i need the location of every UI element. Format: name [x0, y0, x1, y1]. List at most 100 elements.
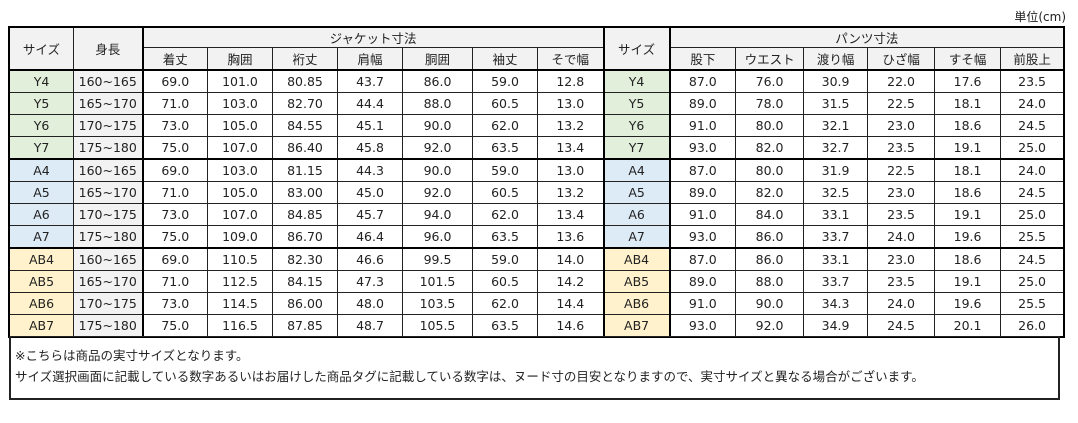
jacket-value-cell: 75.0 — [142, 225, 208, 249]
jacket-value-cell: 59.0 — [472, 247, 538, 271]
pants-value-cell: 24.0 — [1000, 92, 1065, 115]
jacket-value-cell: 92.0 — [402, 136, 473, 160]
pants-value-cell: 23.5 — [1000, 69, 1065, 93]
jacket-value-cell: 71.0 — [142, 92, 208, 115]
pants-size-cell: AB7 — [602, 314, 671, 337]
pants-value-cell: 82.0 — [735, 136, 805, 160]
header-pants-col: すそ幅 — [934, 47, 1002, 71]
pants-value-cell: 86.0 — [735, 247, 805, 271]
pants-size-cell: AB5 — [602, 270, 671, 293]
header-jacket-col: 胴囲 — [402, 47, 473, 71]
table-row: A4 160~165 69.0 103.0 81.15 44.3 90.0 59.0 13.0 A… — [9, 158, 1065, 182]
pants-size-cell: Y7 — [602, 136, 671, 160]
pants-value-cell: 24.5 — [1000, 181, 1065, 204]
pants-value-cell: 23.5 — [867, 270, 936, 293]
jacket-value-cell: 71.0 — [142, 181, 208, 204]
jacket-value-cell: 14.6 — [536, 314, 605, 337]
unit-label: 単位(cm) — [1014, 10, 1066, 24]
header-pants-col: ウエスト — [735, 47, 805, 71]
jacket-value-cell: 63.5 — [472, 225, 538, 249]
pants-value-cell: 91.0 — [669, 203, 737, 226]
pants-value-cell: 26.0 — [1000, 314, 1065, 337]
pants-value-cell: 89.0 — [669, 270, 737, 293]
notes-box: ※こちらは商品の実寸サイズとなります。 サイズ選択画面に記載している数字あるいは… — [9, 336, 1060, 400]
jacket-value-cell: 86.70 — [272, 225, 338, 249]
pants-value-cell: 22.0 — [867, 69, 936, 93]
pants-value-cell: 24.0 — [1000, 158, 1065, 182]
header-height: 身長 — [73, 27, 144, 71]
jacket-value-cell: 90.0 — [402, 158, 473, 182]
jacket-value-cell: 81.15 — [272, 158, 338, 182]
pants-value-cell: 33.1 — [803, 203, 869, 226]
jacket-value-cell: 103.0 — [207, 92, 273, 115]
height-cell: 175~180 — [73, 136, 144, 160]
pants-value-cell: 92.0 — [735, 314, 805, 337]
jacket-value-cell: 86.00 — [272, 292, 338, 315]
pants-value-cell: 24.5 — [867, 314, 936, 337]
header-jacket-col: そで幅 — [536, 47, 605, 71]
jacket-value-cell: 45.7 — [337, 203, 403, 226]
header-pants-col: ひざ幅 — [867, 47, 936, 71]
jacket-value-cell: 62.0 — [472, 203, 538, 226]
jacket-value-cell: 86.40 — [272, 136, 338, 160]
jacket-value-cell: 62.0 — [472, 114, 538, 137]
pants-value-cell: 25.0 — [1000, 270, 1065, 293]
jacket-value-cell: 105.5 — [402, 314, 473, 337]
jacket-value-cell: 88.0 — [402, 92, 473, 115]
jacket-value-cell: 13.6 — [536, 225, 605, 249]
table-row: A6 170~175 73.0 107.0 84.85 45.7 94.0 62.0 13.4 A… — [9, 203, 1065, 226]
size-cell: A7 — [9, 225, 74, 249]
jacket-value-cell: 92.0 — [402, 181, 473, 204]
jacket-value-cell: 116.5 — [207, 314, 273, 337]
header-jacket-col: 胸囲 — [207, 47, 273, 71]
jacket-value-cell: 63.5 — [472, 314, 538, 337]
pants-value-cell: 33.7 — [803, 225, 869, 249]
header-pants-col: 渡り幅 — [803, 47, 869, 71]
pants-value-cell: 87.0 — [669, 247, 737, 271]
pants-value-cell: 91.0 — [669, 292, 737, 315]
height-cell: 160~165 — [73, 247, 144, 271]
pants-value-cell: 19.6 — [934, 225, 1002, 249]
jacket-value-cell: 13.0 — [536, 158, 605, 182]
pants-size-cell: A5 — [602, 181, 671, 204]
jacket-value-cell: 86.0 — [402, 69, 473, 93]
jacket-value-cell: 90.0 — [402, 114, 473, 137]
pants-value-cell: 20.1 — [934, 314, 1002, 337]
pants-value-cell: 19.1 — [934, 203, 1002, 226]
header-pants-col: 前股上 — [1000, 47, 1065, 71]
jacket-value-cell: 13.0 — [536, 92, 605, 115]
pants-value-cell: 32.7 — [803, 136, 869, 160]
pants-size-cell: A6 — [602, 203, 671, 226]
pants-value-cell: 84.0 — [735, 203, 805, 226]
jacket-value-cell: 112.5 — [207, 270, 273, 293]
header-row-columns: 着丈 胸囲 裄丈 肩幅 胴囲 袖丈 そで幅 股下 ウエスト 渡り幅 ひざ幅 すそ幅 前股上 — [10, 47, 1065, 71]
pants-size-cell: A4 — [602, 158, 671, 182]
pants-size-cell: Y5 — [602, 92, 671, 115]
jacket-value-cell: 73.0 — [142, 203, 208, 226]
jacket-value-cell: 47.3 — [337, 270, 403, 293]
pants-value-cell: 19.1 — [934, 270, 1002, 293]
height-cell: 160~165 — [73, 69, 144, 93]
jacket-value-cell: 73.0 — [142, 114, 208, 137]
jacket-value-cell: 84.15 — [272, 270, 338, 293]
pants-value-cell: 30.9 — [803, 69, 869, 93]
header-size: サイズ — [9, 27, 74, 71]
pants-value-cell: 89.0 — [669, 92, 737, 115]
note-line-2: サイズ選択画面に記載している数字あるいはお届けした商品タグに記載している数字は、… — [15, 369, 924, 384]
pants-value-cell: 34.9 — [803, 314, 869, 337]
height-cell: 165~170 — [73, 92, 144, 115]
jacket-value-cell: 60.5 — [472, 270, 538, 293]
jacket-value-cell: 101.0 — [207, 69, 273, 93]
pants-size-cell: AB6 — [602, 292, 671, 315]
pants-value-cell: 31.9 — [803, 158, 869, 182]
jacket-value-cell: 43.7 — [337, 69, 403, 93]
height-cell: 160~165 — [73, 158, 144, 182]
jacket-value-cell: 94.0 — [402, 203, 473, 226]
jacket-value-cell: 14.2 — [536, 270, 605, 293]
jacket-value-cell: 82.30 — [272, 247, 338, 271]
pants-value-cell: 87.0 — [669, 158, 737, 182]
pants-value-cell: 19.1 — [934, 136, 1002, 160]
pants-value-cell: 90.0 — [735, 292, 805, 315]
jacket-value-cell: 84.55 — [272, 114, 338, 137]
header-jacket-col: 袖丈 — [472, 47, 538, 71]
